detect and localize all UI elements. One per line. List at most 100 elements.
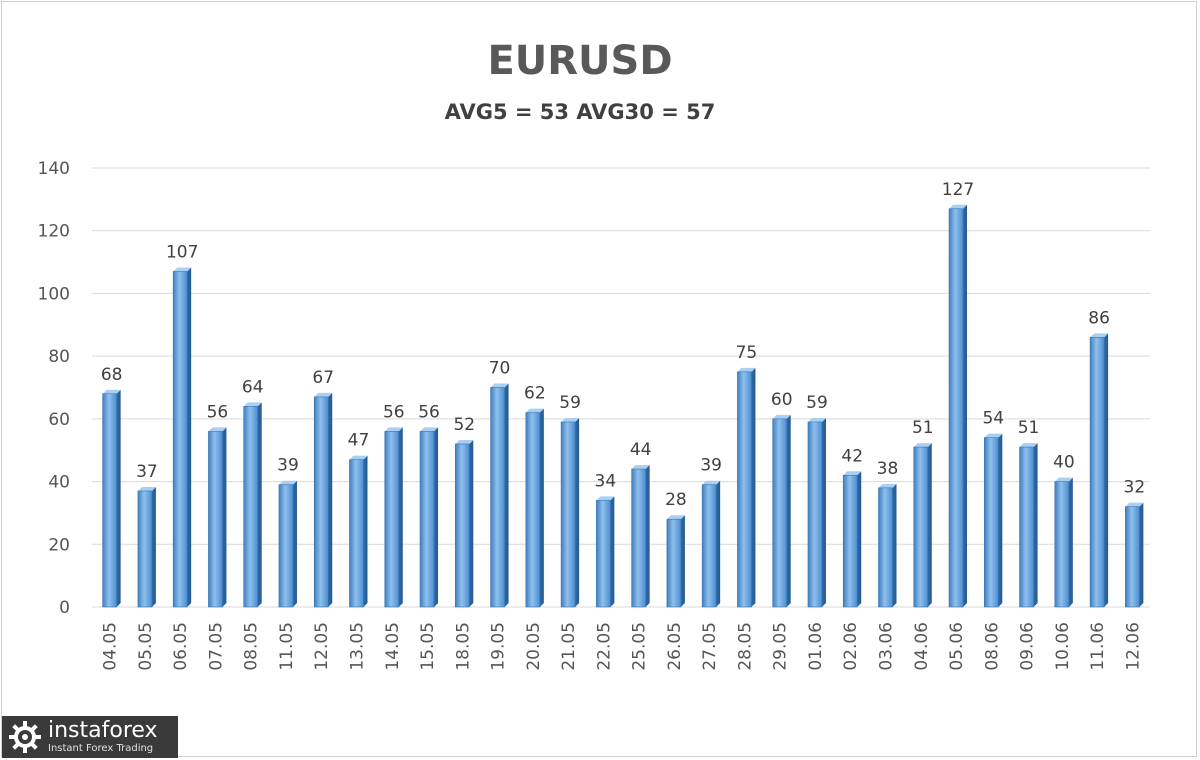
bar-side xyxy=(1139,502,1144,607)
bar-26.05 xyxy=(666,518,682,608)
x-tick-label: 02.06 xyxy=(841,622,861,671)
bar-25.05 xyxy=(631,468,646,608)
bar-05.06 xyxy=(948,208,964,608)
bar-side xyxy=(1068,477,1073,607)
x-tick-label: 27.05 xyxy=(700,622,720,671)
bar-side xyxy=(786,414,791,607)
bar-top xyxy=(1125,502,1144,507)
bar-top xyxy=(314,392,333,397)
bar-side xyxy=(680,515,685,607)
grid-lines xyxy=(92,167,1150,608)
x-tick-label: 08.06 xyxy=(982,622,1002,671)
bar-22.05 xyxy=(596,500,611,608)
x-tick-label: 18.05 xyxy=(453,622,473,671)
bar-top xyxy=(1019,443,1038,448)
bar-side xyxy=(116,389,121,607)
x-tick-label: 05.06 xyxy=(947,622,967,671)
bar-side xyxy=(610,496,615,607)
data-label: 64 xyxy=(242,377,264,397)
x-tick-label: 19.05 xyxy=(489,622,509,671)
bar-top xyxy=(243,402,262,407)
data-label: 62 xyxy=(524,384,546,404)
bar-side xyxy=(716,480,721,607)
bar-top xyxy=(666,515,685,520)
bar-29.05 xyxy=(772,418,788,608)
bar-side xyxy=(539,408,544,607)
bar-top xyxy=(807,417,826,422)
instaforex-logo: instaforex Instant Forex Trading xyxy=(2,716,178,758)
bar-03.06 xyxy=(878,487,893,608)
bar-side xyxy=(645,465,650,607)
bar-side xyxy=(857,471,862,607)
bar-top xyxy=(561,417,580,422)
bar-top xyxy=(102,389,121,394)
bar-top xyxy=(913,443,932,448)
x-tick-label: 12.05 xyxy=(312,622,332,671)
x-tick-label: 22.05 xyxy=(594,622,614,671)
x-tick-label: 26.05 xyxy=(665,622,685,671)
bar-13.05 xyxy=(349,459,364,608)
x-tick-label: 09.06 xyxy=(1018,622,1038,671)
data-label: 56 xyxy=(207,402,229,422)
data-label: 60 xyxy=(771,390,793,410)
bar-side xyxy=(222,427,227,607)
bar-side xyxy=(328,392,333,607)
bar-side xyxy=(892,483,897,607)
bar-12.06 xyxy=(1125,506,1140,608)
data-label: 32 xyxy=(1124,478,1146,498)
x-tick-label: 20.05 xyxy=(524,622,544,671)
data-label: 51 xyxy=(1018,418,1040,438)
data-label: 67 xyxy=(312,368,334,388)
bar-top xyxy=(702,480,721,485)
bar-19.05 xyxy=(490,387,505,608)
bar-top xyxy=(772,414,791,419)
bar-side xyxy=(963,204,968,607)
bar-side xyxy=(469,439,474,607)
bar-top xyxy=(349,455,368,460)
x-tick-label: 11.06 xyxy=(1088,622,1108,671)
x-tick-label: 08.05 xyxy=(242,622,262,671)
bar-top xyxy=(984,433,1003,438)
bar-side xyxy=(434,427,439,607)
bar-04.05 xyxy=(102,393,117,608)
bar-top xyxy=(490,383,509,388)
x-tick-label: 28.05 xyxy=(735,622,755,671)
bar-08.06 xyxy=(983,437,999,608)
data-labels: 68 37 107 56 64 39 67 47 56 56 52 70 62 59 34 44 28 39 75 6… xyxy=(101,180,1145,510)
x-tick-label: 14.05 xyxy=(383,622,403,671)
x-tick-label: 03.06 xyxy=(877,622,897,671)
bar-20.05 xyxy=(525,412,541,608)
bar-top xyxy=(631,465,650,470)
bar-12.05 xyxy=(313,396,329,608)
x-tick-label: 11.05 xyxy=(277,622,297,671)
data-label: 56 xyxy=(383,402,405,422)
bar-side xyxy=(292,480,297,607)
bar-top xyxy=(384,427,403,432)
bar-11.06 xyxy=(1089,337,1105,608)
data-label: 86 xyxy=(1088,308,1110,328)
bar-top xyxy=(949,204,968,209)
data-label: 127 xyxy=(942,180,974,200)
bar-top xyxy=(737,367,756,372)
bar-top xyxy=(878,483,897,488)
bar-27.05 xyxy=(701,484,717,608)
bar-09.06 xyxy=(1019,446,1034,608)
bar-top xyxy=(525,408,544,413)
bar-top xyxy=(137,486,156,491)
x-tick-label: 04.06 xyxy=(912,622,932,671)
x-tick-label: 01.06 xyxy=(806,622,826,671)
bar-side xyxy=(751,367,756,607)
bar-side xyxy=(927,443,932,607)
data-label: 39 xyxy=(700,456,722,476)
bar-side xyxy=(1033,443,1038,607)
x-axis: 04.05 05.05 06.05 07.05 08.05 11.05 12.05 13.05… xyxy=(101,622,1144,671)
bar-18.05 xyxy=(454,443,470,608)
data-label: 44 xyxy=(630,440,652,460)
data-label: 107 xyxy=(166,242,198,262)
bar-top xyxy=(1054,477,1073,482)
data-label: 75 xyxy=(736,343,758,363)
bar-top xyxy=(208,427,227,432)
y-tick-label: 20 xyxy=(48,535,70,555)
x-tick-label: 06.05 xyxy=(171,622,191,671)
